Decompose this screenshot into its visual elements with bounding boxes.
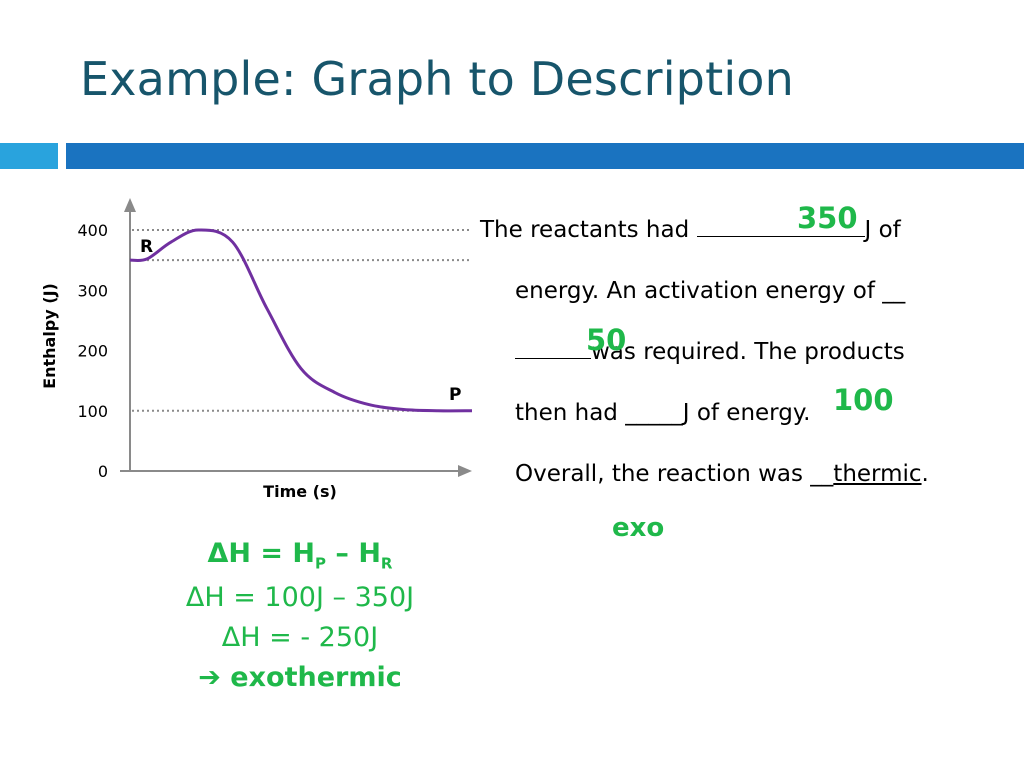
desc-line-1: The reactants had J of	[480, 200, 901, 261]
y-tick-label-3: 300	[77, 281, 108, 300]
desc-line-5: Overall, the reaction was __thermic.	[515, 461, 929, 487]
equation-general: ΔH = HP – HR	[207, 538, 393, 573]
reference-lines	[132, 229, 470, 412]
header-band-right	[66, 143, 1024, 169]
y-axis-label: Enthalpy (J)	[40, 283, 59, 389]
y-tick-label-4: 400	[77, 221, 108, 240]
desc-line-2: energy. An activation energy of __	[515, 278, 906, 304]
desc-line-3: was required. The products	[515, 322, 905, 383]
y-tick-label-2: 200	[77, 342, 108, 361]
reactant-label: R	[140, 237, 153, 257]
slide-title: Example: Graph to Description	[80, 52, 794, 106]
enthalpy-chart: 0 100 200 300 400 R P Time (s) Enthalpy (J)	[40, 198, 473, 501]
x-axis-label: Time (s)	[263, 482, 337, 501]
blank-reactants	[696, 214, 865, 237]
desc-line-4: then had _____J of energy.	[515, 400, 811, 426]
equation-substituted: ΔH = 100J – 350J	[185, 582, 415, 613]
answer-products: 100	[833, 383, 894, 417]
enthalpy-curve	[129, 228, 473, 413]
product-label: P	[449, 385, 461, 405]
answer-reaction-type: exo	[612, 513, 665, 543]
header-band-left	[0, 143, 58, 169]
y-tick-label-0: 0	[98, 462, 108, 481]
answer-activation: 50	[586, 323, 627, 357]
x-axis-arrow	[458, 465, 472, 477]
equation-conclusion: ➔ exothermic	[198, 662, 402, 693]
y-tick-label-1: 100	[77, 402, 108, 421]
equation-result: ΔH = - 250J	[221, 622, 379, 653]
answer-reactants: 350	[797, 201, 858, 235]
blank-activation	[515, 336, 591, 359]
y-axis-arrow	[124, 198, 136, 212]
y-tick-labels: 0 100 200 300 400	[77, 221, 108, 481]
